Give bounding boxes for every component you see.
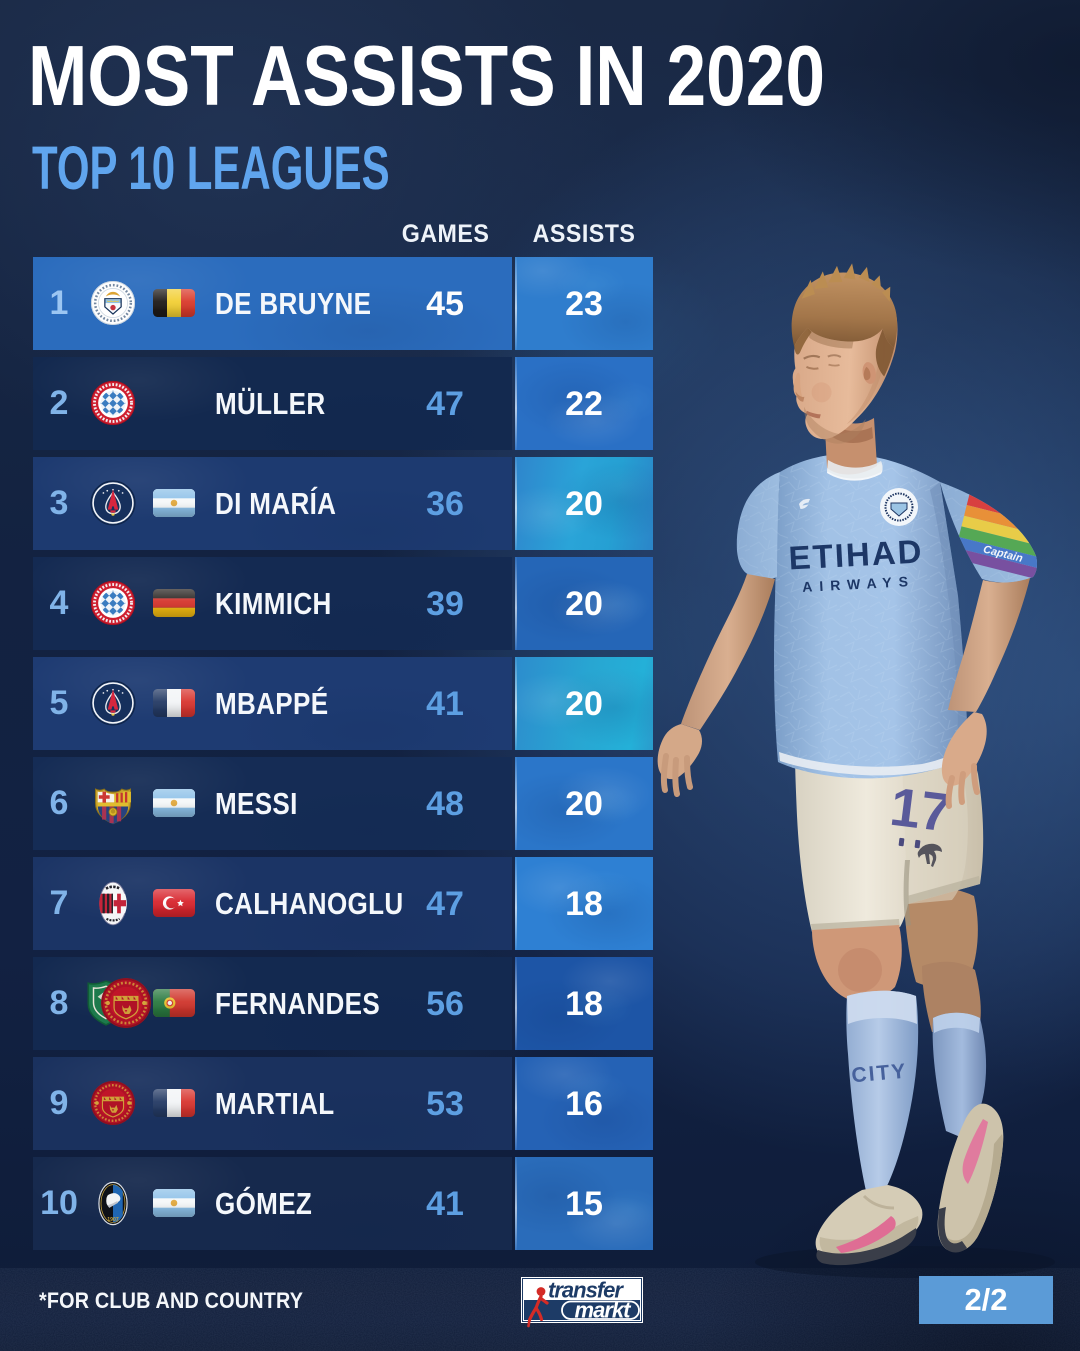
- svg-text:ETIHAD: ETIHAD: [788, 532, 925, 576]
- svg-text:CITY: CITY: [851, 1060, 909, 1088]
- svg-text:transfer: transfer: [548, 1278, 624, 1303]
- svg-text:AIRWAYS: AIRWAYS: [802, 573, 915, 595]
- svg-text:17: 17: [887, 777, 954, 844]
